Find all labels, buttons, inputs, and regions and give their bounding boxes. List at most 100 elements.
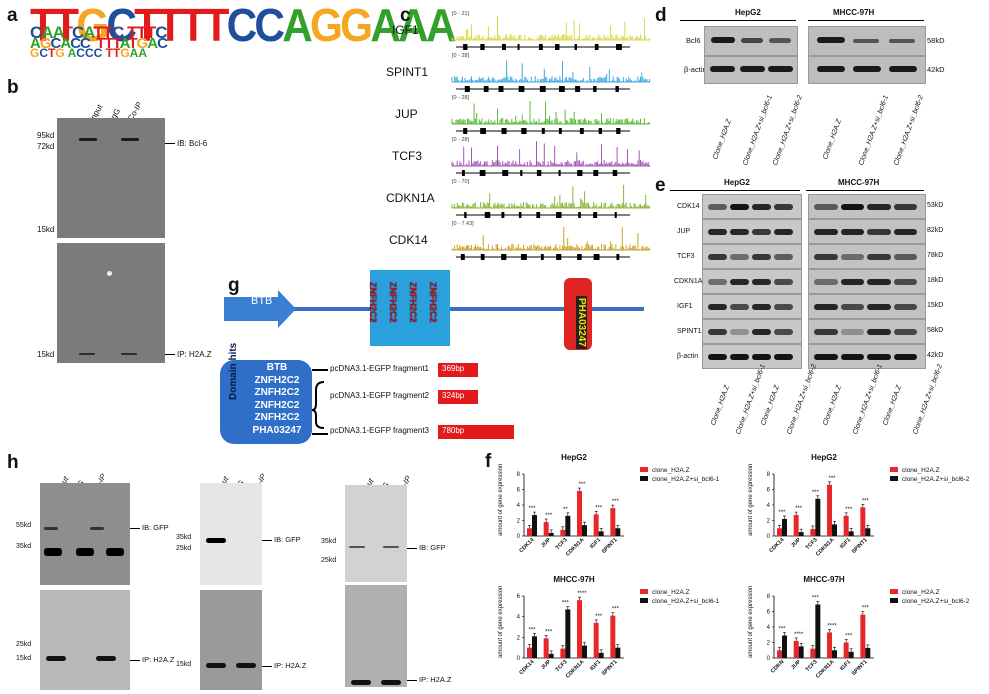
band (867, 353, 891, 360)
domain-hits-title-text: Domain hits (228, 342, 239, 400)
legend-entry: clone_H2A.Z+si_bcl6-2 (902, 598, 970, 605)
band (708, 203, 727, 210)
bar-spint1-s2 (615, 647, 621, 658)
band (889, 66, 917, 72)
d-lane-1: Clone_H2A.Z (712, 118, 733, 161)
band (840, 278, 864, 285)
h-gel-top (40, 483, 130, 585)
pointer-line (262, 666, 272, 667)
band (106, 548, 124, 556)
chart-title: HepG2 (811, 453, 837, 462)
band (840, 353, 864, 360)
e-blot-tcf3-hepg2 (702, 244, 802, 269)
band (889, 39, 915, 43)
band-input (79, 138, 97, 141)
track-igf1: IGF1 [0 - 21] (392, 11, 651, 50)
expression-charts: HepG2 amount of gene expression 0 2 4 6 8 *** CD… (498, 453, 970, 680)
e-size-label: 18kD (927, 277, 944, 284)
domain-item: ZNFH2C2 (254, 374, 300, 386)
bar-jup-s2 (798, 646, 804, 658)
d-lane-5: Clone_H2A.Z+si_bcl6-1 (858, 94, 890, 167)
fragment1-size: 369bp (442, 364, 465, 373)
h-gel-top (200, 483, 262, 585)
h-marker: 15kd (16, 655, 32, 662)
band (752, 328, 771, 335)
fragment3-size: 780bp (442, 426, 465, 435)
d-lane-2: Clone_H2A.Z+si_bcl6-1 (742, 94, 774, 167)
pha-label-wrap: PHA03247 (567, 290, 595, 350)
y-tick-label: 0 (517, 534, 521, 540)
bar-cdk14-s1 (527, 647, 532, 658)
chart-title: MHCC-97H (803, 575, 845, 584)
track-gene-label: IGF1 (392, 23, 419, 37)
band (708, 253, 727, 260)
significance-mark: *** (562, 600, 570, 606)
h-marker: 35kd (176, 534, 192, 541)
bar-cdk14-s1 (527, 528, 532, 536)
band (840, 203, 864, 210)
h-ib-label: IB: GFP (274, 535, 301, 544)
band (44, 527, 58, 530)
bar-igf1-s2 (848, 651, 854, 658)
fragment1-name: pcDNA3.1-EGFP fragment1 (330, 364, 430, 373)
significance-mark: *** (795, 506, 803, 512)
genome-tracks: IGF1[0 - 21]SPINT1[0 - 28]JUP[0 - 28]TCF… (386, 11, 651, 260)
bar-tcf3-s1 (560, 529, 566, 536)
pointer-line (407, 680, 417, 681)
e-size-label: 15kD (927, 302, 944, 309)
band (817, 66, 845, 72)
y-tick-label: 4 (767, 503, 771, 509)
bar-jup-s1 (543, 522, 549, 536)
chart-3: MHCC-97H amount of gene expression 0 2 4 6 ***… (498, 575, 720, 680)
e-lane-label: Clone_H2A.Z (882, 384, 903, 427)
d-row-bcl6: Bcl6 (686, 36, 701, 45)
e-size-label: 82kD (927, 227, 944, 234)
e-blot-igf1-hepg2 (702, 294, 802, 319)
bar-tcf3-s2 (565, 609, 571, 658)
domain-item: ZNFH2C2 (254, 387, 300, 398)
chart-2: HepG2 amount of gene expression 0 2 4 6 8 *** CD… (748, 453, 970, 558)
d-lane-4: Clone_H2A.Z (822, 118, 843, 161)
band (867, 253, 891, 260)
x-tick-label: TCF3 (555, 537, 569, 551)
band (708, 303, 727, 310)
pha-label: PHA03247 (576, 296, 587, 349)
significance-mark: *** (778, 510, 786, 516)
x-tick-label: CDKN1A (565, 659, 585, 679)
h-gel-bottom (40, 590, 130, 690)
band (893, 278, 917, 285)
d-size-42: 42kD (927, 65, 945, 74)
significance-mark: *** (595, 505, 603, 511)
e-blot-cdk14-mhcc (808, 194, 926, 219)
e-blot-spint1-hepg2 (702, 319, 802, 344)
h-ib-label: IB: GFP (142, 523, 169, 532)
bar-spint1-s1 (860, 507, 866, 536)
band (893, 253, 917, 260)
e-blot-cdkn1a-mhcc (808, 269, 926, 294)
band (893, 353, 917, 360)
band (730, 253, 749, 260)
x-tick-label: JUP (790, 659, 802, 671)
track-cdkn1a: CDKN1A [0 - 70] (386, 179, 651, 218)
bar-jup-s1 (793, 515, 799, 536)
y-tick-label: 2 (767, 519, 771, 525)
h-ip-label: IP: H2A.Z (419, 675, 452, 684)
bar-tcf3-s2 (565, 515, 571, 536)
znf-domain-label: ZNFH2C2 (368, 282, 378, 323)
significance-mark: *** (828, 476, 836, 482)
track-range: [0 - 28] (452, 137, 470, 143)
y-tick-label: 2 (517, 635, 521, 641)
e-blot-cdkn1a-hepg2 (702, 269, 802, 294)
e-size-label: 53kD (927, 202, 944, 209)
band (96, 656, 116, 661)
significance-mark: *** (812, 596, 820, 602)
y-tick-label: 6 (517, 488, 521, 494)
band (814, 253, 838, 260)
d-blot-hepg2-bcl6 (704, 26, 798, 56)
e-row-label: JUP (677, 228, 691, 235)
h-ib-label: IB: GFP (419, 543, 446, 552)
x-tick-label: CDKN1A (815, 659, 835, 679)
bar-cdkn1a-s2 (582, 645, 587, 658)
marker-15kd: 15kd (37, 225, 55, 234)
band (893, 303, 917, 310)
